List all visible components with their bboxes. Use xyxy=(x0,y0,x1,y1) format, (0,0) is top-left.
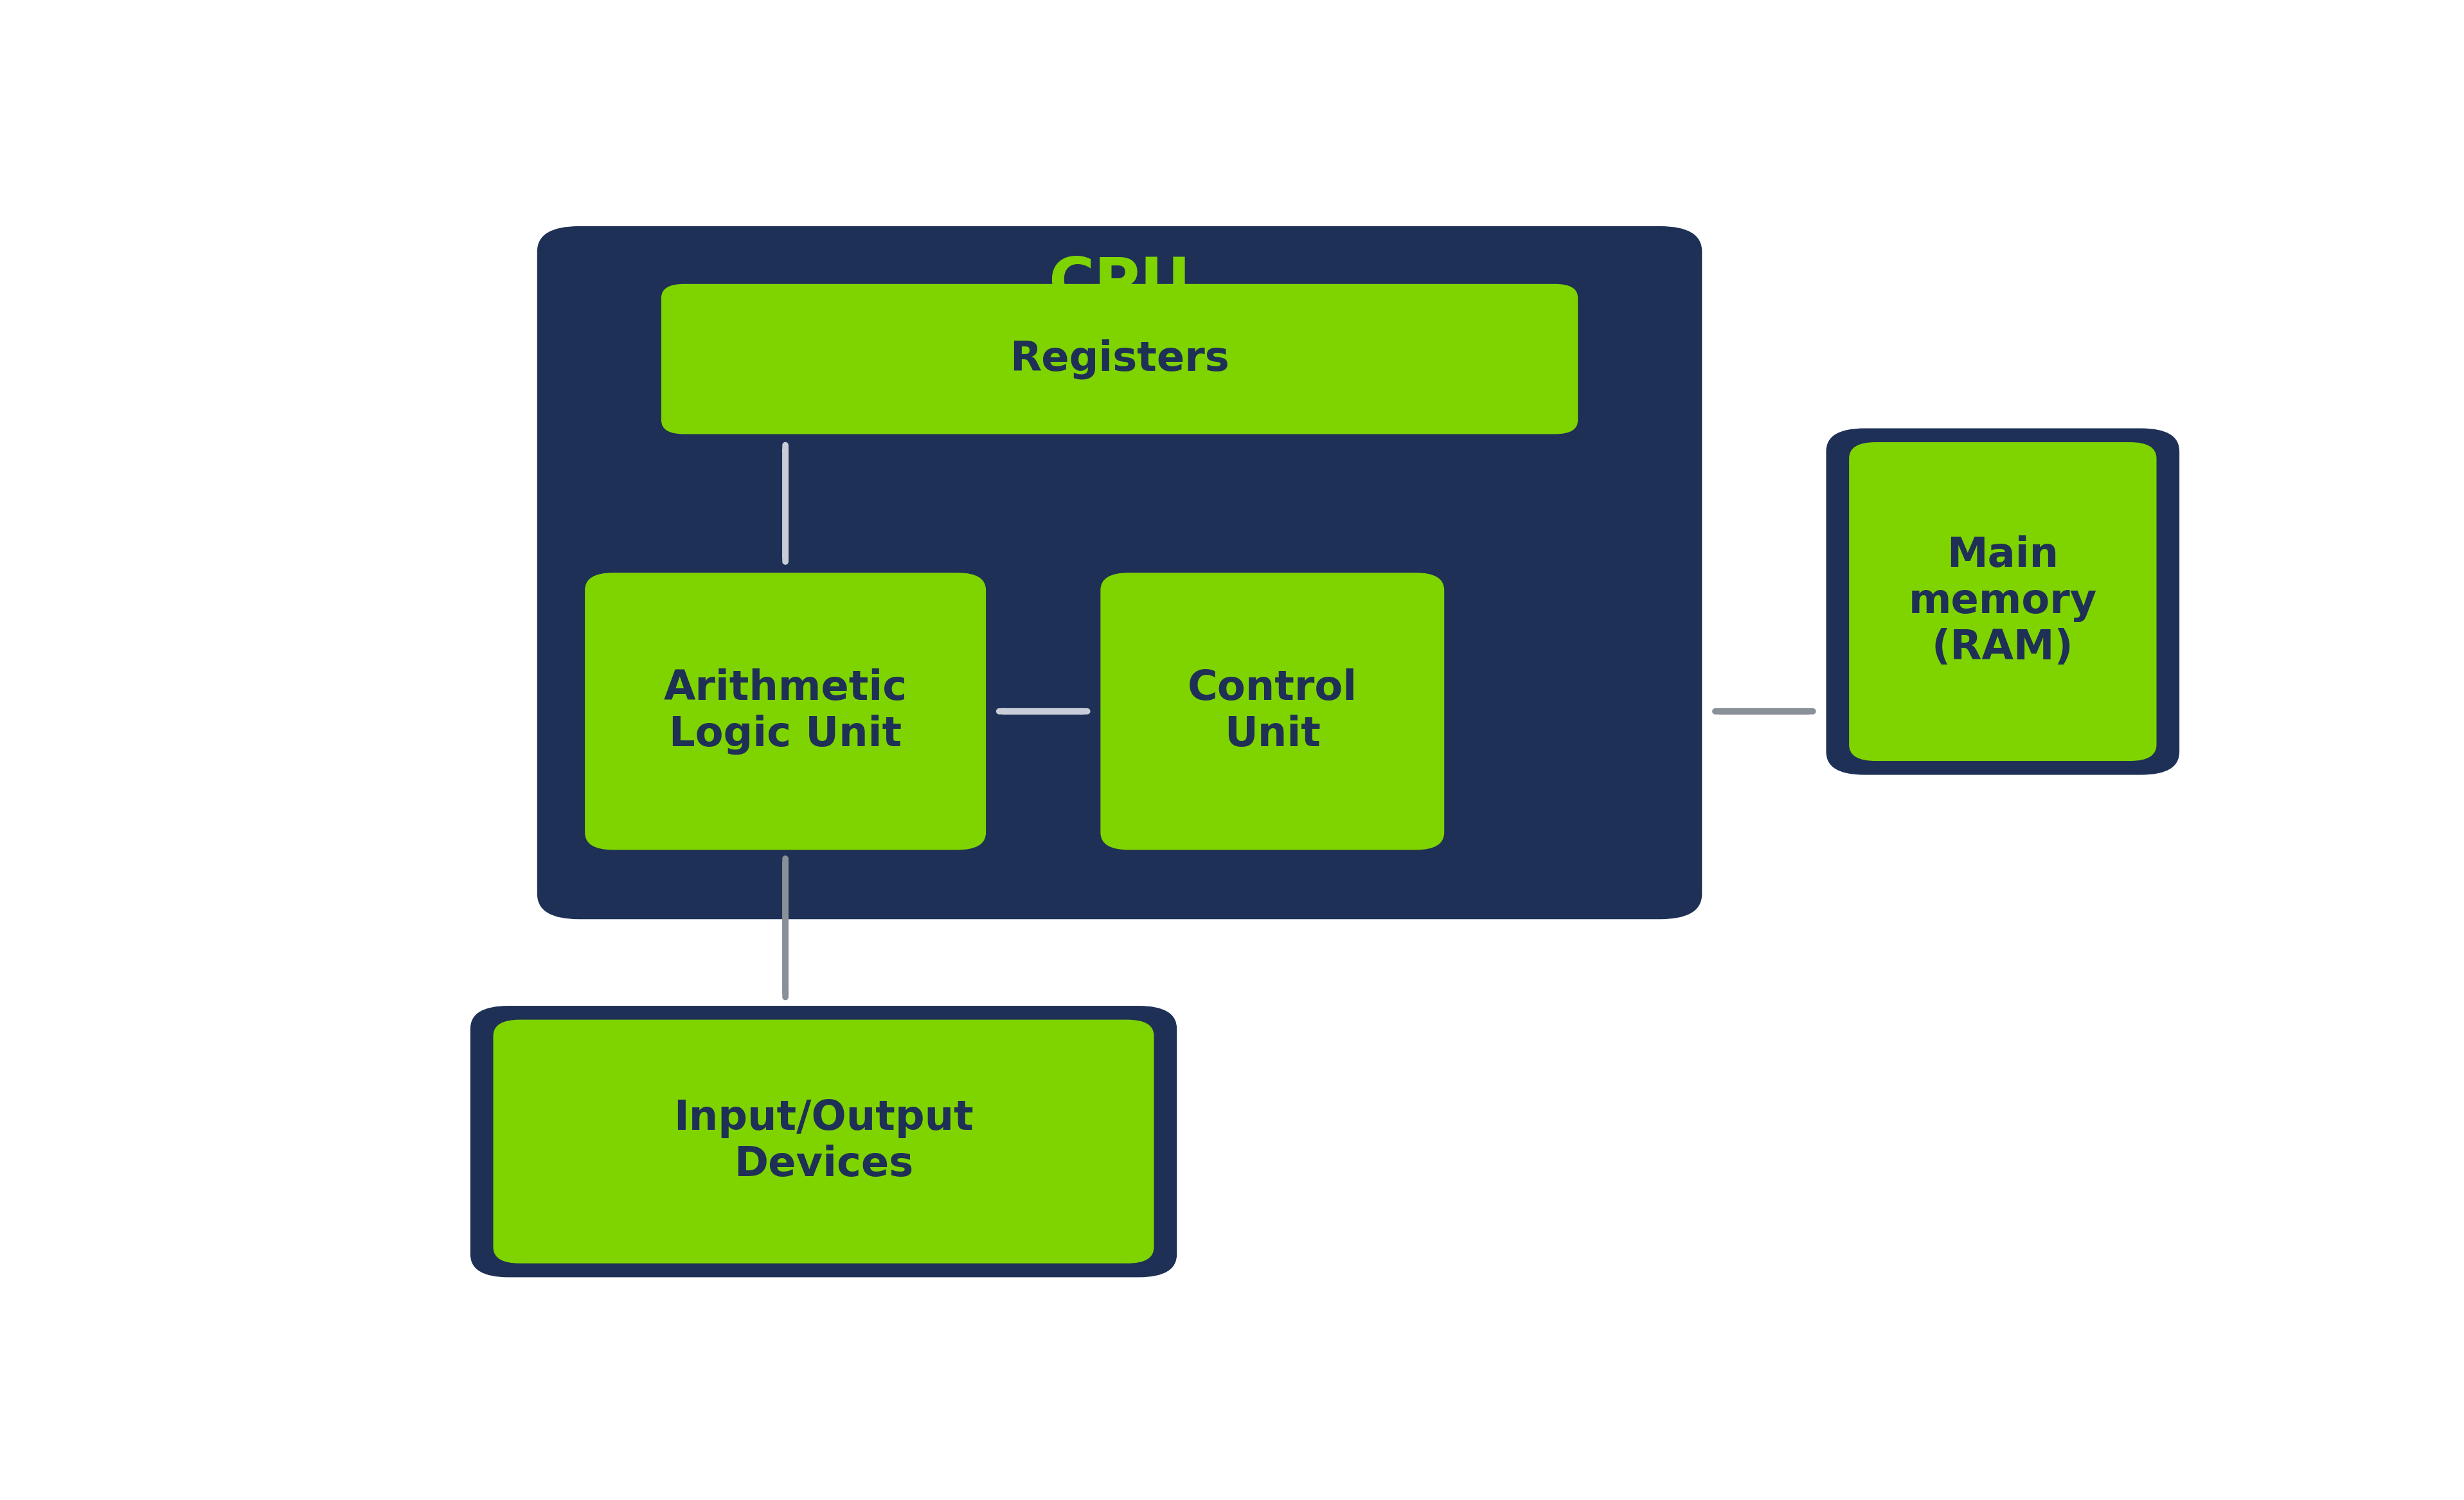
Text: Registers: Registers xyxy=(1010,339,1230,380)
FancyBboxPatch shape xyxy=(1826,429,2181,776)
Text: Input/Output
Devices: Input/Output Devices xyxy=(673,1098,973,1185)
FancyBboxPatch shape xyxy=(584,573,986,850)
FancyBboxPatch shape xyxy=(471,1006,1178,1276)
FancyBboxPatch shape xyxy=(1848,442,2156,760)
Text: Arithmetic
Logic Unit: Arithmetic Logic Unit xyxy=(663,668,907,755)
FancyBboxPatch shape xyxy=(537,226,1703,920)
Text: Main
memory
(RAM): Main memory (RAM) xyxy=(1910,536,2097,668)
Text: Control
Unit: Control Unit xyxy=(1188,669,1358,754)
Text: CPU: CPU xyxy=(1047,255,1190,315)
FancyBboxPatch shape xyxy=(493,1020,1153,1263)
FancyBboxPatch shape xyxy=(660,284,1577,434)
FancyBboxPatch shape xyxy=(1101,573,1444,850)
